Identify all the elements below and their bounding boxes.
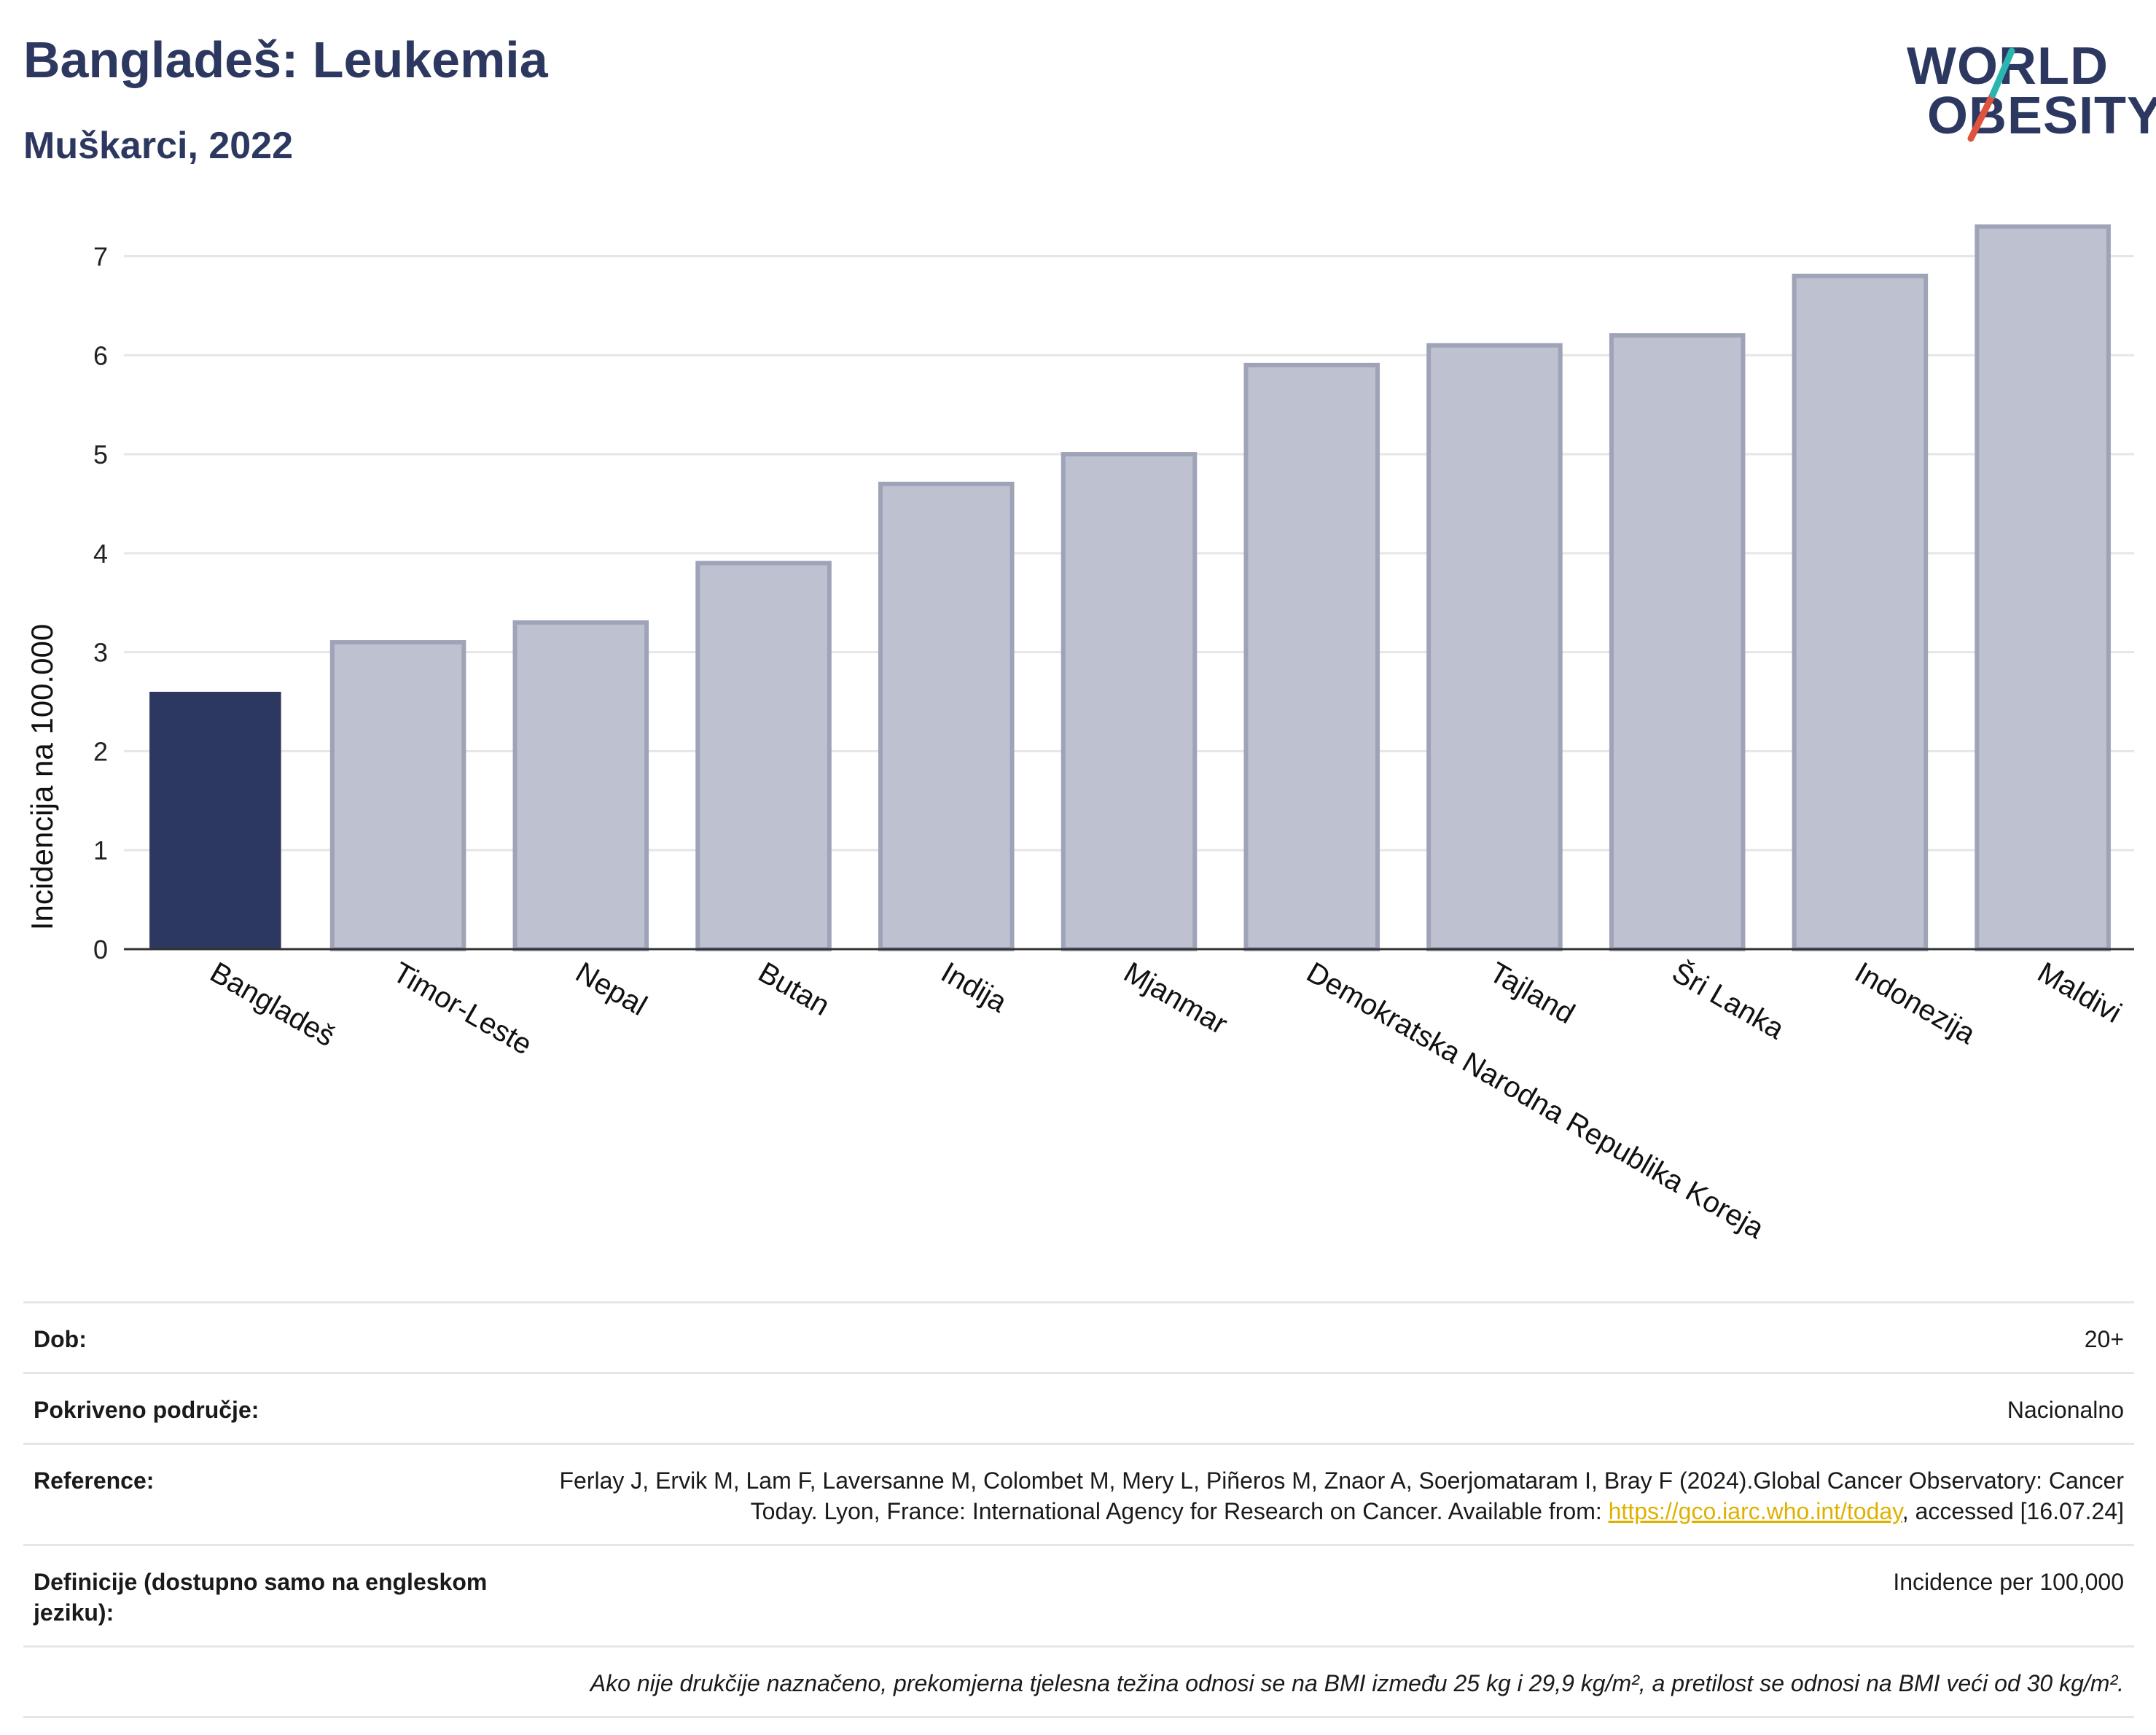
reference-tail: , accessed [16.07.24]: [1902, 1498, 2124, 1524]
meta-row-age: Dob: 20+: [23, 1301, 2134, 1372]
age-label: Dob:: [34, 1326, 87, 1352]
meta-row-definitions: Definicije (dostupno samo na engleskom j…: [23, 1544, 2134, 1645]
bmi-note: Ako nije drukčije naznačeno, prekomjerna…: [590, 1670, 2124, 1696]
x-tick-label: Indonezija: [1849, 956, 1981, 1051]
x-tick-label: Šri Lanka: [1667, 956, 1790, 1046]
x-tick-label: Mjanmar: [1119, 956, 1233, 1041]
bar: [1609, 333, 1746, 951]
x-tick-label: Indija: [936, 956, 1012, 1019]
bars: [149, 224, 2111, 952]
y-tick-label: 6: [93, 340, 108, 370]
reference-text: Ferlay J, Ervik M, Lam F, Laversanne M, …: [559, 1467, 2124, 1524]
y-axis-label: Incidencija na 100.000: [25, 624, 59, 930]
bar: [1243, 362, 1380, 951]
y-tick-label: 4: [93, 539, 108, 569]
meta-row-coverage: Pokriveno područje: Nacionalno: [23, 1372, 2134, 1443]
world-obesity-logo: WORLD OBESITY: [1895, 22, 2156, 160]
logo-line-2: OBESITY: [1927, 87, 2156, 145]
y-tick-label: 3: [93, 638, 108, 668]
definitions-label: Definicije (dostupno samo na engleskom j…: [34, 1569, 488, 1626]
y-tick-label: 1: [93, 835, 108, 865]
bar: [149, 691, 281, 949]
bar: [329, 640, 466, 951]
y-tick-label: 7: [93, 241, 108, 271]
y-axis-ticks: 0 1 2 3 4 5 6 7: [93, 241, 108, 964]
coverage-value: Nacionalno: [2007, 1397, 2124, 1423]
chart-subtitle: Muškarci, 2022: [23, 125, 294, 167]
x-axis-ticks: Bangladeš Timor-Leste Nepal Butan Indija Mjan…: [205, 956, 2127, 1245]
x-tick-label: Maldivi: [2032, 956, 2127, 1029]
logo-slash-icon: [1967, 47, 2015, 142]
age-value: 20+: [2084, 1326, 2124, 1352]
bar: [695, 561, 832, 951]
metadata-table: Dob: 20+ Pokriveno područje: Nacionalno …: [23, 1301, 2134, 1718]
coverage-label: Pokriveno područje:: [34, 1397, 259, 1423]
x-tick-label: Butan: [753, 956, 835, 1022]
meta-row-reference: Reference: Ferlay J, Ervik M, Lam F, Lav…: [23, 1443, 2134, 1544]
definitions-value: Incidence per 100,000: [1893, 1569, 2124, 1595]
reference-value: Ferlay J, Ervik M, Lam F, Laversanne M, …: [558, 1465, 2124, 1527]
bar: [512, 620, 649, 951]
meta-row-note: Ako nije drukčije naznačeno, prekomjerna…: [23, 1645, 2134, 1718]
bar: [1792, 273, 1929, 951]
y-tick-label: 0: [93, 935, 108, 964]
y-tick-label: 5: [93, 440, 108, 469]
reference-link[interactable]: https://gco.iarc.who.int/today: [1608, 1498, 1902, 1524]
bar: [878, 481, 1015, 951]
y-tick-label: 2: [93, 736, 108, 766]
x-tick-label: Bangladeš: [205, 956, 340, 1053]
x-tick-label: Nepal: [570, 956, 652, 1022]
chart-title: Bangladeš: Leukemia: [23, 31, 548, 88]
x-tick-label: Timor-Leste: [388, 956, 538, 1061]
x-tick-label: Tajland: [1484, 956, 1580, 1030]
bar: [1975, 224, 2111, 952]
reference-label: Reference:: [34, 1467, 155, 1494]
bar-chart: 0 1 2 3 4 5 6 7 Bangladeš Timor-Leste Nepal Butan I…: [25, 224, 2134, 1245]
bar: [1426, 343, 1563, 951]
bar: [1061, 452, 1198, 952]
